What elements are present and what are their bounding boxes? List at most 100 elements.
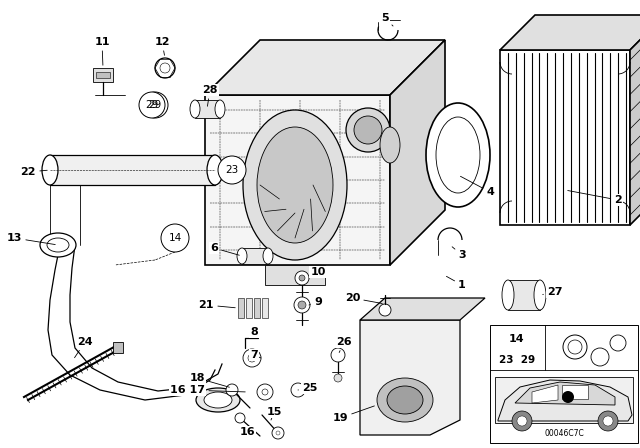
Text: 2: 2 — [568, 190, 622, 205]
Polygon shape — [113, 342, 123, 353]
Polygon shape — [532, 385, 558, 403]
Text: 15: 15 — [267, 407, 282, 420]
Ellipse shape — [263, 248, 273, 264]
Text: 23: 23 — [225, 165, 239, 175]
Circle shape — [603, 416, 613, 426]
Polygon shape — [205, 40, 445, 95]
Text: 29: 29 — [145, 100, 159, 110]
Text: 5: 5 — [381, 13, 393, 26]
Text: 21: 21 — [198, 300, 236, 310]
Ellipse shape — [42, 155, 58, 185]
Polygon shape — [96, 72, 110, 78]
Ellipse shape — [243, 110, 347, 260]
Ellipse shape — [196, 388, 240, 412]
Text: 12: 12 — [154, 37, 170, 55]
Ellipse shape — [426, 103, 490, 207]
Polygon shape — [262, 298, 268, 318]
Polygon shape — [246, 298, 252, 318]
Circle shape — [248, 354, 256, 362]
Ellipse shape — [387, 386, 423, 414]
Circle shape — [218, 156, 246, 184]
Circle shape — [598, 411, 618, 431]
Circle shape — [235, 413, 245, 423]
Text: 27: 27 — [543, 287, 563, 297]
Circle shape — [226, 384, 238, 396]
Text: 26: 26 — [337, 337, 352, 353]
Circle shape — [299, 275, 305, 281]
Circle shape — [354, 116, 382, 144]
Text: 13: 13 — [6, 233, 55, 245]
Ellipse shape — [534, 280, 546, 310]
Ellipse shape — [257, 127, 333, 243]
Circle shape — [257, 384, 273, 400]
Ellipse shape — [237, 248, 247, 264]
Text: 4: 4 — [460, 177, 494, 197]
Text: 6: 6 — [210, 243, 239, 255]
Text: 16 17: 16 17 — [170, 385, 245, 395]
Text: 16: 16 — [239, 427, 255, 437]
Text: 14: 14 — [168, 233, 182, 243]
Text: 1: 1 — [447, 276, 466, 290]
Circle shape — [155, 58, 175, 78]
Polygon shape — [265, 265, 325, 285]
Polygon shape — [50, 155, 215, 185]
Circle shape — [160, 63, 170, 73]
Ellipse shape — [190, 100, 200, 118]
Polygon shape — [508, 280, 540, 310]
Text: 00046C7C: 00046C7C — [544, 428, 584, 438]
Text: 3: 3 — [452, 247, 466, 260]
Text: 10: 10 — [309, 267, 326, 278]
Text: 25: 25 — [298, 383, 317, 393]
Circle shape — [334, 374, 342, 382]
Circle shape — [331, 348, 345, 362]
Polygon shape — [195, 100, 220, 118]
Circle shape — [243, 349, 261, 367]
Polygon shape — [495, 377, 633, 423]
Circle shape — [294, 297, 310, 313]
Ellipse shape — [204, 392, 232, 408]
Circle shape — [379, 304, 391, 316]
Circle shape — [142, 92, 168, 118]
Text: 22: 22 — [20, 167, 47, 177]
Ellipse shape — [207, 155, 223, 185]
Circle shape — [295, 271, 309, 285]
Text: 19: 19 — [332, 406, 374, 423]
Polygon shape — [93, 68, 113, 82]
Circle shape — [139, 92, 165, 118]
Ellipse shape — [377, 378, 433, 422]
Circle shape — [562, 391, 574, 403]
Ellipse shape — [380, 127, 400, 163]
Circle shape — [517, 416, 527, 426]
Circle shape — [291, 383, 305, 397]
Polygon shape — [490, 325, 638, 443]
Polygon shape — [238, 298, 244, 318]
Text: 7: 7 — [250, 350, 261, 360]
Polygon shape — [242, 248, 268, 264]
Polygon shape — [500, 15, 640, 50]
Ellipse shape — [40, 233, 76, 257]
Polygon shape — [390, 40, 445, 265]
Text: 8: 8 — [250, 327, 258, 337]
Text: 11: 11 — [94, 37, 109, 65]
Circle shape — [276, 431, 280, 435]
Polygon shape — [498, 380, 632, 421]
Text: 14: 14 — [509, 334, 525, 344]
Text: 24: 24 — [74, 337, 93, 358]
Ellipse shape — [502, 280, 514, 310]
Polygon shape — [562, 385, 588, 399]
Ellipse shape — [215, 100, 225, 118]
Text: 28: 28 — [202, 85, 218, 106]
Polygon shape — [515, 382, 615, 405]
Polygon shape — [630, 15, 640, 225]
Polygon shape — [254, 298, 260, 318]
Circle shape — [346, 108, 390, 152]
Circle shape — [512, 411, 532, 431]
Polygon shape — [500, 50, 630, 225]
Text: 20: 20 — [344, 293, 382, 303]
Circle shape — [272, 427, 284, 439]
Text: 29: 29 — [148, 100, 162, 110]
Text: 23  29: 23 29 — [499, 355, 535, 365]
Circle shape — [161, 224, 189, 252]
Circle shape — [298, 301, 306, 309]
Polygon shape — [360, 298, 485, 320]
